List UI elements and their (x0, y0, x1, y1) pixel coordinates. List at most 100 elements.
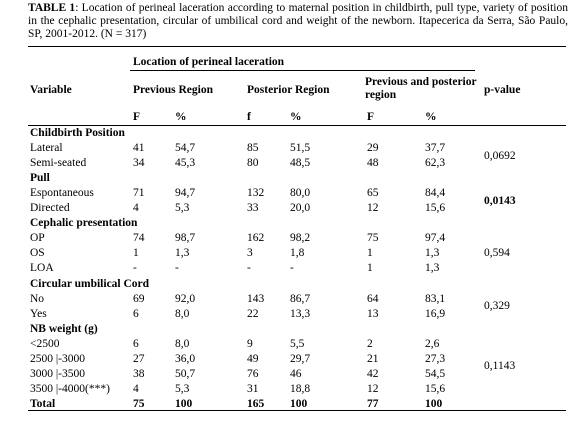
total-cell: 100 (290, 397, 308, 410)
cell: 98,7 (175, 232, 196, 245)
column-header: Variable (30, 84, 72, 96)
row-label: 3000 |-3500 (30, 367, 86, 380)
subheader: F (367, 111, 375, 123)
cell: 83,1 (425, 292, 446, 305)
group-title: NB weight (g) (30, 322, 98, 335)
cell: 4 (133, 382, 139, 395)
cell: 12 (367, 202, 379, 215)
cell: 6 (133, 307, 139, 320)
cell: 18,8 (290, 382, 311, 395)
cell: 1,3 (425, 247, 440, 260)
row-label: OP (30, 232, 45, 245)
cell: 15,6 (425, 202, 446, 215)
cell: 92,0 (175, 292, 196, 305)
cell: 20,0 (290, 202, 311, 215)
rule (28, 46, 566, 47)
p-value: 0,329 (484, 300, 510, 313)
cell: - (175, 262, 179, 275)
row-label: Directed (30, 202, 70, 215)
group-title: Pull (30, 172, 50, 185)
cell: 42 (367, 367, 379, 380)
group-title: Circular umbilical Cord (30, 277, 150, 290)
column-header: Posterior Region (247, 84, 330, 96)
cell: 62,3 (425, 157, 446, 170)
subheader: F (133, 111, 141, 123)
cell: 48,5 (290, 157, 311, 170)
cell: 143 (247, 292, 265, 305)
group-header: Location of perineal laceration (133, 56, 285, 68)
rule (28, 125, 566, 126)
total-cell: 100 (425, 397, 443, 410)
cell: 84,4 (425, 187, 446, 200)
cell: 27,3 (425, 352, 446, 365)
rule (28, 410, 566, 411)
p-value: 0,0143 (484, 194, 516, 207)
row-label: No (30, 292, 45, 305)
cell: 2 (367, 337, 373, 350)
cell: 34 (133, 157, 145, 170)
cell: 74 (133, 232, 145, 245)
cell: 1 (367, 262, 373, 275)
cell: 33 (247, 202, 259, 215)
cell: 27 (133, 352, 145, 365)
cell: 1 (133, 247, 139, 260)
cell: 76 (247, 367, 259, 380)
column-header: Previous and posterior region (365, 76, 477, 101)
column-header: p-value (484, 84, 521, 96)
p-value: 0,0692 (484, 149, 516, 162)
subheader: % (175, 111, 187, 123)
cell: 54,7 (175, 142, 196, 155)
total-cell: 77 (367, 397, 379, 410)
cell: 2,6 (425, 337, 440, 350)
cell: 3 (247, 247, 253, 260)
cell: 69 (133, 292, 145, 305)
caption-text: : Location of perineal laceration accord… (28, 2, 568, 40)
cell: 49 (247, 352, 259, 365)
total-cell: 75 (133, 397, 145, 410)
cell: 6 (133, 337, 139, 350)
cell: 8,0 (175, 337, 190, 350)
cell: 29,7 (290, 352, 311, 365)
cell: 38 (133, 367, 145, 380)
caption-label: TABLE 1 (28, 2, 76, 14)
cell: 41 (133, 142, 145, 155)
subheader: % (290, 111, 302, 123)
cell: 51,5 (290, 142, 311, 155)
cell: 64 (367, 292, 379, 305)
row-label: 3500 |-4000(***) (30, 382, 110, 395)
cell: 13 (367, 307, 379, 320)
cell: 36,0 (175, 352, 196, 365)
caption: TABLE 1: Location of perineal laceration… (28, 2, 568, 41)
cell: - (290, 262, 294, 275)
cell: 1 (367, 247, 373, 260)
cell: 5,5 (290, 337, 305, 350)
row-label: Lateral (30, 142, 63, 155)
cell: 65 (367, 187, 379, 200)
cell: - (247, 262, 251, 275)
cell: 5,3 (175, 382, 190, 395)
cell: 75 (367, 232, 379, 245)
total-cell: 100 (175, 397, 193, 410)
group-title: Childbirth Position (30, 127, 125, 139)
total-cell: 165 (247, 397, 265, 410)
row-label: <2500 (30, 337, 60, 350)
cell: 12 (367, 382, 379, 395)
cell: 1,3 (425, 262, 440, 275)
p-value: 0,1143 (484, 360, 516, 373)
row-label: LOA (30, 262, 54, 275)
cell: 1,8 (290, 247, 305, 260)
cell: 45,3 (175, 157, 196, 170)
cell: 13,3 (290, 307, 311, 320)
cell: 71 (133, 187, 145, 200)
cell: 37,7 (425, 142, 446, 155)
cell: 132 (247, 187, 265, 200)
cell: 48 (367, 157, 379, 170)
cell: 80,0 (290, 187, 311, 200)
cell: 31 (247, 382, 259, 395)
cell: 5,3 (175, 202, 190, 215)
cell: 162 (247, 232, 265, 245)
cell: 85 (247, 142, 259, 155)
cell: 54,5 (425, 367, 446, 380)
cell: 4 (133, 202, 139, 215)
